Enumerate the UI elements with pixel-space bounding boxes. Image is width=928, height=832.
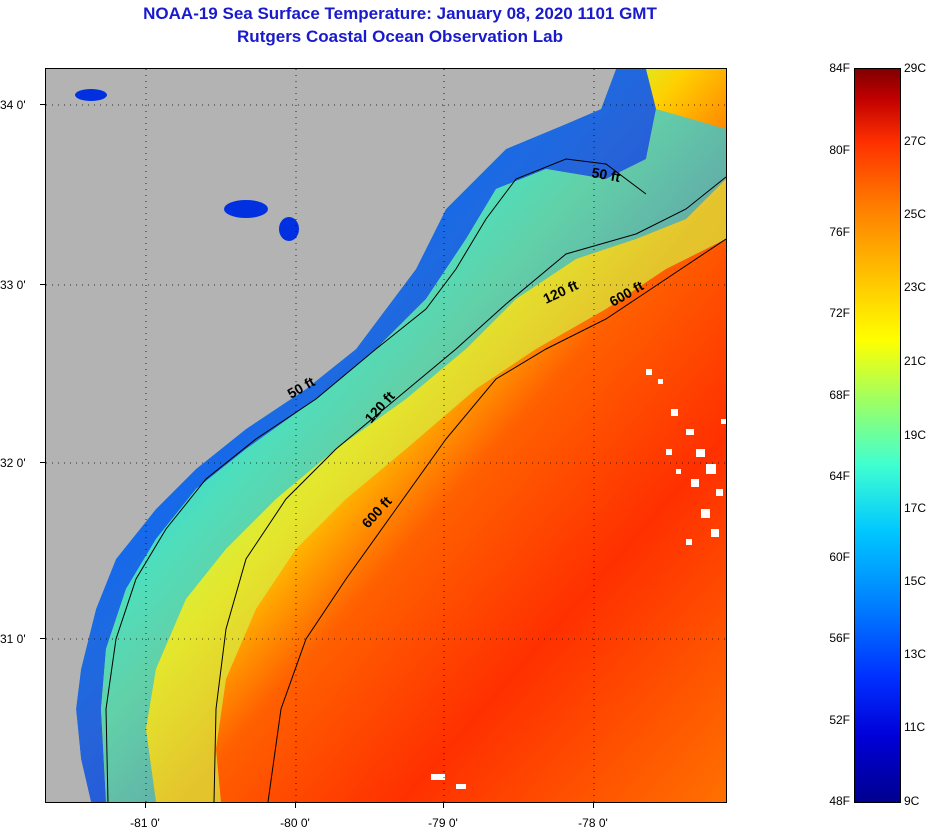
colorbar-c-label: 17C: [904, 501, 927, 515]
depth-contours: [105, 158, 726, 802]
lat-tick: [40, 284, 45, 285]
lon-tick: [593, 802, 594, 808]
colorbar-f-label: 72F: [829, 306, 850, 320]
colorbar-f-label: 84F: [829, 61, 850, 75]
colorbar-f-label: 64F: [829, 469, 850, 483]
land-area: [46, 69, 616, 802]
colorbar-f-label: 68F: [829, 388, 850, 402]
lat-tick: [40, 104, 45, 105]
sst-map: 50 ft 50 ft 120 ft 120 ft 600 ft 600 ft: [45, 68, 727, 803]
map-title: NOAA-19 Sea Surface Temperature: January…: [143, 4, 657, 23]
colorbar-f-label: 76F: [829, 225, 850, 239]
colorbar-c-label: 23C: [904, 280, 927, 294]
lat-label-32: 32 0': [0, 456, 26, 470]
colorbar-c-label: 9C: [904, 794, 920, 808]
colorbar-f-label: 60F: [829, 550, 850, 564]
cloud-cover: [431, 369, 726, 789]
colorbar-c-label: 15C: [904, 574, 927, 588]
contour-120ft: [213, 176, 726, 802]
contour-label-50ft-north: 50 ft: [590, 164, 621, 185]
lat-label-31: 31 0': [0, 632, 26, 646]
mid-temp-band: [101, 109, 726, 802]
graticule: [46, 69, 726, 802]
colorbar-f-label: 80F: [829, 143, 850, 157]
lon-tick: [443, 802, 444, 808]
colorbar-c-label: 21C: [904, 354, 927, 368]
lat-tick: [40, 638, 45, 639]
colorbar-c-label: 19C: [904, 428, 927, 442]
contour-600ft: [267, 238, 726, 802]
lon-label-81: -81 0': [130, 816, 160, 830]
lon-label-79: -79 0': [428, 816, 458, 830]
map-subtitle: Rutgers Coastal Ocean Observation Lab: [237, 27, 563, 46]
colorbar-c-label: 29C: [904, 61, 927, 75]
lat-tick: [40, 462, 45, 463]
colorbar-f-label: 56F: [829, 631, 850, 645]
colorbar-f-label: 52F: [829, 713, 850, 727]
lake-moultrie: [279, 217, 299, 241]
lake-marion: [224, 200, 268, 218]
lon-tick: [295, 802, 296, 808]
lat-label-34: 34 0': [0, 98, 26, 112]
temperature-colorbar: [854, 68, 901, 803]
colorbar-c-label: 11C: [904, 720, 926, 734]
colorbar-f-label: 48F: [829, 794, 850, 808]
contour-50ft: [105, 158, 647, 802]
colorbar-c-label: 27C: [904, 134, 927, 148]
lon-label-80: -80 0': [280, 816, 310, 830]
sst-map-svg: 50 ft 50 ft 120 ft 120 ft 600 ft 600 ft: [46, 69, 726, 802]
lake-north: [75, 89, 107, 101]
cold-nearshore-band: [76, 69, 656, 802]
colorbar-c-label: 13C: [904, 647, 927, 661]
lon-tick: [145, 802, 146, 808]
lat-label-33: 33 0': [0, 278, 26, 292]
transition-band: [146, 179, 726, 802]
colorbar-c-label: 25C: [904, 207, 927, 221]
lon-label-78: -78 0': [578, 816, 608, 830]
